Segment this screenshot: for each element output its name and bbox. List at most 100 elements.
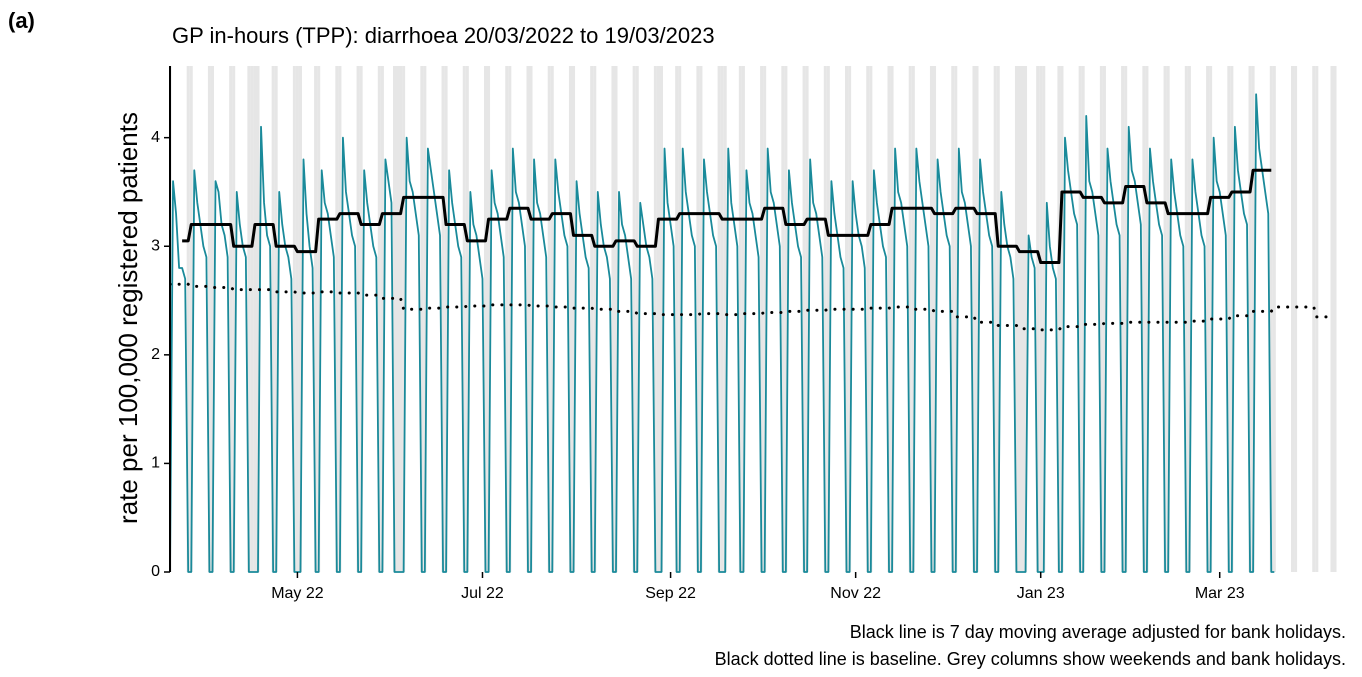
weekend-column: [441, 66, 445, 572]
weekend-column: [805, 66, 809, 572]
bank-holiday-column: [659, 66, 664, 572]
weekend-column: [781, 66, 785, 572]
y-tick-label: 2: [151, 346, 160, 363]
weekend-column: [717, 66, 721, 572]
bank-holiday-column: [1330, 66, 1334, 572]
weekend-column: [271, 66, 275, 572]
weekend-column: [1060, 66, 1064, 572]
weekend-column: [356, 66, 360, 572]
note: Black dotted line is baseline. Grey colu…: [715, 649, 1346, 669]
weekend-column: [1039, 66, 1043, 572]
weekend-column: [1272, 66, 1276, 572]
y-axis-label: rate per 100,000 registered patients: [113, 112, 143, 524]
weekend-column: [760, 66, 764, 572]
x-tick-label: Nov 22: [830, 585, 881, 602]
weekend-column: [420, 66, 424, 572]
weekend-column: [508, 66, 512, 572]
weekend-column: [505, 66, 509, 572]
weekend-column: [590, 66, 594, 572]
weekend-column: [933, 66, 937, 572]
weekend-column: [229, 66, 233, 572]
weekend-column: [1017, 66, 1021, 572]
weekend-column: [675, 66, 679, 572]
weekend-column: [359, 66, 363, 572]
weekend-column: [568, 66, 572, 572]
weekend-column: [295, 66, 299, 572]
weekend-column: [784, 66, 788, 572]
weekend-column: [465, 66, 469, 572]
weekend-column: [207, 66, 211, 572]
weekend-column: [611, 66, 615, 572]
weekend-column: [1206, 66, 1210, 572]
weekend-column: [1230, 66, 1234, 572]
weekend-column: [1078, 66, 1082, 572]
weekend-column: [699, 66, 703, 572]
x-tick-label: Mar 23: [1195, 585, 1245, 602]
bank-holiday-column: [1024, 66, 1028, 572]
x-tick-label: Sep 22: [645, 585, 696, 602]
panel-label: (a): [8, 8, 35, 33]
bank-holiday-column: [1020, 66, 1025, 572]
bank-holiday-column: [392, 66, 397, 572]
weekend-column: [338, 66, 342, 572]
weekend-column: [462, 66, 466, 572]
weekend-column: [529, 66, 533, 572]
weekend-column: [377, 66, 381, 572]
weekend-column: [887, 66, 891, 572]
weekend-column: [929, 66, 934, 572]
weekend-column: [993, 66, 997, 572]
weekend-column: [314, 66, 318, 572]
shading: [170, 66, 1337, 572]
bank-holiday-column: [256, 66, 260, 572]
weekend-column: [484, 66, 488, 572]
weekend-column: [614, 66, 618, 572]
weekend-column: [1081, 66, 1085, 572]
weekend-column: [653, 66, 657, 572]
series-line: [170, 93, 1275, 573]
y-tick-label: 1: [151, 455, 160, 472]
weekend-column: [1187, 66, 1191, 572]
weekend-column: [738, 66, 742, 572]
weekend-column: [399, 66, 403, 572]
weekend-column: [335, 66, 339, 572]
weekend-column: [802, 66, 806, 572]
weekend-column: [571, 66, 576, 572]
weekend-column: [250, 66, 254, 572]
weekend-column: [526, 66, 530, 572]
weekend-column: [1036, 66, 1040, 572]
chart-title: GP in-hours (TPP): diarrhoea 20/03/2022 …: [172, 23, 715, 48]
weekend-column: [720, 66, 724, 572]
weekend-column: [951, 66, 955, 572]
weekend-column: [550, 66, 554, 572]
weekend-column: [547, 66, 551, 572]
x-tick-label: Jan 23: [1017, 585, 1065, 602]
weekend-column: [1102, 66, 1106, 572]
weekend-column: [869, 66, 873, 572]
weekend-column: [866, 66, 870, 572]
weekend-column: [292, 66, 296, 572]
weekend-column: [380, 66, 384, 572]
weekend-column: [975, 66, 979, 572]
weekend-column: [423, 66, 427, 572]
weekend-column: [954, 66, 958, 572]
weekend-column: [656, 66, 660, 572]
weekend-column: [210, 66, 214, 572]
weekend-column: [1291, 66, 1295, 572]
weekend-column: [823, 66, 827, 572]
weekend-column: [635, 66, 639, 572]
weekend-column: [186, 66, 190, 572]
weekend-column: [696, 66, 700, 572]
weekend-column: [632, 66, 636, 572]
weekend-column: [1184, 66, 1188, 572]
weekend-column: [232, 66, 236, 572]
weekend-column: [189, 66, 193, 572]
bank-holiday-column: [298, 66, 302, 572]
weekend-column: [1166, 66, 1170, 572]
weekend-column: [845, 66, 849, 572]
bank-holiday-column: [1042, 66, 1046, 572]
weekend-column: [1124, 66, 1128, 572]
series-line: [182, 168, 1272, 265]
weekend-column: [908, 66, 912, 572]
